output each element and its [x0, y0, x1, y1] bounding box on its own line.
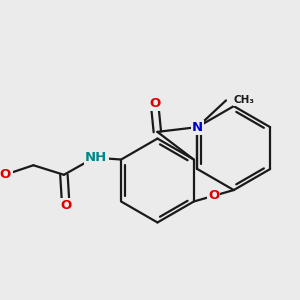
Text: O: O	[60, 199, 71, 212]
Text: CH₃: CH₃	[234, 95, 255, 105]
Text: N: N	[192, 121, 203, 134]
Text: NH: NH	[85, 151, 107, 164]
Text: O: O	[149, 97, 160, 110]
Text: O: O	[208, 189, 219, 202]
Text: O: O	[0, 168, 11, 181]
